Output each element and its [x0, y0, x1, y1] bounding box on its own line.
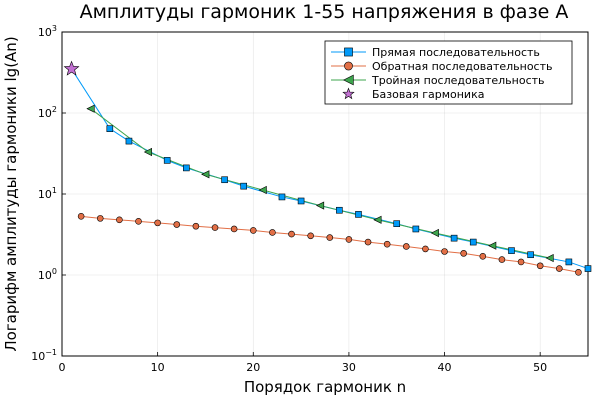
- legend-label: Тройная последовательность: [371, 74, 545, 87]
- data-point: [355, 211, 362, 218]
- data-point: [192, 222, 200, 230]
- legend-box: [324, 40, 573, 105]
- data-point: [106, 125, 114, 132]
- data-point: [315, 201, 325, 210]
- data-point: [307, 232, 314, 240]
- data-point: [269, 229, 276, 236]
- data-point: [584, 265, 592, 272]
- y-tick-label: 102: [38, 105, 57, 120]
- data-point: [545, 253, 554, 263]
- data-point: [508, 247, 515, 254]
- data-point: [211, 224, 219, 231]
- x-tick-label: 30: [342, 361, 356, 374]
- legend-marker: [344, 61, 353, 71]
- data-point: [326, 234, 334, 241]
- x-tick-label: 50: [533, 361, 547, 374]
- data-point: [575, 268, 582, 276]
- legend-marker: [342, 74, 354, 86]
- data-point: [258, 185, 267, 195]
- y-tick-label: 101: [38, 186, 57, 201]
- y-tick-label: 10−1: [31, 348, 57, 363]
- data-point: [163, 157, 171, 164]
- data-point: [488, 241, 497, 250]
- data-point: [297, 197, 305, 205]
- data-point: [412, 225, 420, 233]
- data-point: [278, 193, 286, 201]
- data-point: [460, 250, 467, 257]
- data-point: [565, 258, 573, 266]
- legend-label: Обратная последовательность: [372, 60, 553, 73]
- x-axis: 0 10 20 30 40 50: [59, 352, 547, 374]
- data-point: [364, 238, 372, 246]
- data-point: [173, 221, 181, 228]
- y-axis: 10−1 100 101 102 103: [31, 24, 66, 363]
- data-point: [125, 137, 133, 145]
- data-point: [450, 234, 458, 242]
- data-point: [63, 60, 80, 76]
- series-layer: [63, 60, 592, 276]
- legend-label: Базовая гармоника: [372, 88, 484, 101]
- x-tick-label: 10: [151, 361, 165, 374]
- data-point: [517, 258, 525, 266]
- x-axis-title: Порядок гармоник n: [244, 378, 406, 396]
- data-point: [288, 230, 295, 238]
- data-point: [536, 262, 544, 270]
- data-point: [86, 104, 95, 113]
- data-point: [383, 240, 391, 248]
- y-tick-label: 103: [38, 24, 57, 39]
- data-point: [240, 182, 248, 190]
- data-point: [430, 228, 439, 238]
- data-point: [154, 219, 161, 227]
- series-line: [90, 108, 550, 259]
- legend-marker: [342, 87, 355, 100]
- data-point: [143, 147, 152, 157]
- data-point: [249, 227, 257, 234]
- data-point: [230, 225, 238, 233]
- legend-marker: [344, 47, 353, 57]
- data-point: [402, 243, 410, 250]
- data-point: [345, 236, 353, 243]
- data-point: [221, 176, 228, 184]
- data-point: [373, 215, 382, 224]
- data-point: [201, 170, 210, 179]
- y-axis-title: Логарифм амплитуды гармоники lg(An): [2, 36, 20, 351]
- data-point: [183, 164, 190, 172]
- x-tick-label: 40: [438, 361, 452, 374]
- data-point: [498, 256, 506, 263]
- x-tick-label: 0: [59, 361, 66, 374]
- data-point: [556, 265, 563, 272]
- data-point: [422, 245, 429, 253]
- data-point: [77, 213, 85, 220]
- x-tick-label: 20: [246, 361, 260, 374]
- data-point: [469, 238, 477, 246]
- data-point: [135, 218, 142, 225]
- data-point: [441, 248, 448, 255]
- data-point: [116, 216, 123, 224]
- legend-label: Прямая последовательность: [372, 46, 540, 59]
- data-point: [527, 251, 534, 259]
- chart-title: Амплитуды гармоник 1-55 напряжения в фаз…: [80, 1, 569, 23]
- data-point: [479, 253, 487, 260]
- data-point: [393, 220, 401, 227]
- data-point: [96, 215, 104, 222]
- y-tick-label: 100: [38, 267, 57, 282]
- data-point: [336, 206, 343, 214]
